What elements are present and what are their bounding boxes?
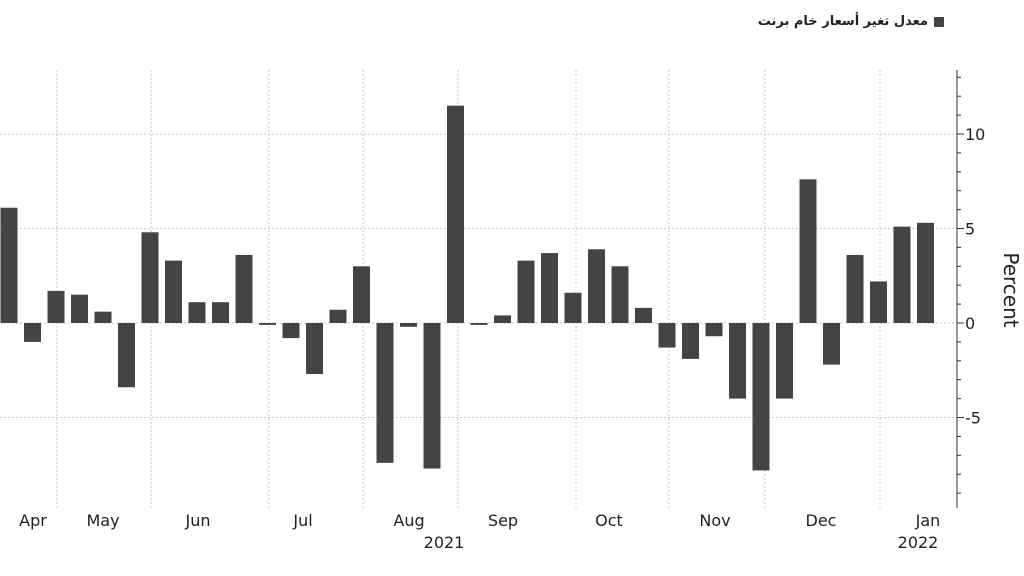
- bar: [118, 323, 135, 388]
- bar: [47, 290, 65, 323]
- bar: [400, 323, 417, 327]
- bar: [870, 281, 887, 323]
- bar: [635, 307, 652, 323]
- y-tick-label: -5: [965, 409, 981, 428]
- x-tick-label: Aug: [393, 511, 424, 530]
- bar: [564, 292, 582, 323]
- bar: [729, 323, 746, 399]
- chart-legend: معدل تغير أسعار خام برنت: [758, 14, 944, 29]
- bar: [376, 323, 394, 463]
- x-tick-label: Jul: [292, 511, 312, 530]
- bar: [353, 266, 370, 323]
- x-tick-label: Jun: [185, 511, 211, 530]
- bar: [259, 323, 276, 325]
- bar: [141, 232, 159, 323]
- x-tick-label: Jan: [915, 511, 941, 530]
- bar: [799, 179, 817, 323]
- bar: [71, 294, 88, 323]
- bar: [823, 323, 840, 365]
- x-tick-label: Apr: [19, 511, 47, 530]
- bar: [165, 260, 182, 323]
- x-tick-label: Oct: [595, 511, 623, 530]
- bar: [470, 323, 488, 325]
- x-tick-label: Dec: [806, 511, 837, 530]
- bar: [611, 266, 629, 323]
- bar: [776, 323, 793, 399]
- bar: [893, 226, 911, 323]
- bar: [447, 105, 464, 324]
- y-tick-label: 10: [965, 125, 985, 144]
- y-tick-label: 5: [965, 220, 975, 239]
- bar: [494, 315, 511, 323]
- bar: [752, 323, 770, 471]
- x-year-label: 2022: [898, 533, 939, 552]
- x-tick-label: Sep: [488, 511, 518, 530]
- x-tick-label: Nov: [699, 511, 730, 530]
- bar: [588, 249, 605, 323]
- bars: [0, 105, 934, 471]
- legend-label: معدل تغير أسعار خام برنت: [757, 14, 928, 29]
- bar: [705, 323, 723, 337]
- bar: [306, 323, 323, 375]
- bar: [846, 254, 864, 323]
- bar: [329, 309, 347, 323]
- x-year-label: 2021: [424, 533, 465, 552]
- bar: [94, 311, 112, 323]
- y-axis-title: Percent: [999, 252, 1023, 327]
- bar: [24, 323, 41, 342]
- bar: [423, 323, 441, 469]
- bar: [541, 253, 558, 323]
- bar: [917, 222, 934, 323]
- y-axis: 10 5 0 -5 Percent: [956, 70, 1023, 508]
- bar: [188, 302, 206, 323]
- bar: [235, 254, 253, 323]
- legend-swatch: [934, 16, 944, 27]
- y-tick-label: 0: [965, 314, 975, 333]
- x-axis: Apr May Jun Jul Aug Sep Oct Nov Dec Jan 2021 2022: [19, 511, 940, 552]
- bar: [517, 260, 535, 323]
- bar: [682, 323, 699, 359]
- bar: [0, 207, 18, 323]
- bar: [212, 302, 229, 323]
- bar: [658, 323, 676, 348]
- x-tick-label: May: [86, 511, 119, 530]
- bar: [282, 323, 300, 339]
